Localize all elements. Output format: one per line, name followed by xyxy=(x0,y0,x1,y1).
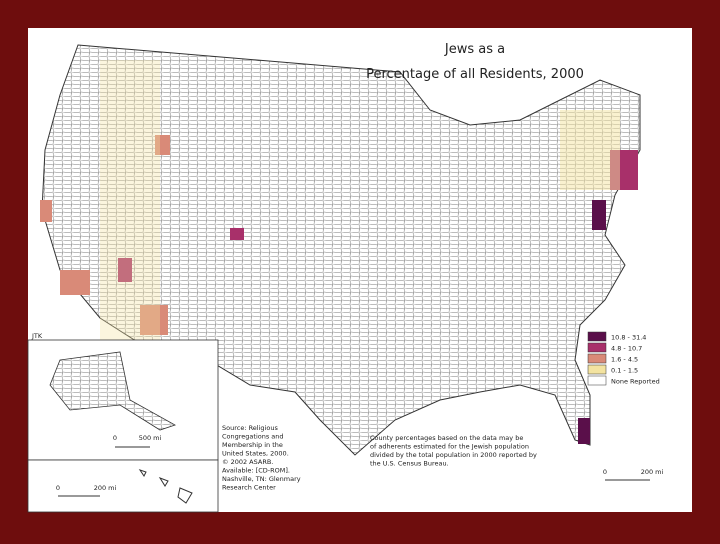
scale-start: 0 xyxy=(56,484,60,492)
note-line: divided by the total population in 2000 … xyxy=(370,451,537,459)
source-line: Nashville, TN: Glenmary xyxy=(222,475,301,483)
patch xyxy=(155,135,170,155)
scale-end: 200 mi xyxy=(641,468,664,476)
note: County percentages based on the data may… xyxy=(370,434,537,468)
patch xyxy=(100,60,160,360)
legend-label: 0.1 - 1.5 xyxy=(611,367,638,375)
county-patches xyxy=(40,60,638,444)
alaska xyxy=(49,351,176,431)
patch xyxy=(578,418,590,444)
scale-start: 0 xyxy=(113,434,117,442)
patch xyxy=(60,270,90,295)
legend-swatch xyxy=(587,375,607,386)
patch xyxy=(140,305,168,335)
source-line: Available: [CD-ROM]. xyxy=(222,467,290,475)
legend-label: 10.8 - 31.4 xyxy=(611,334,646,342)
alaska-scale: 0 500 mi xyxy=(113,434,162,448)
patch xyxy=(560,110,620,190)
source-line: © 2002 ASARB. xyxy=(222,458,273,466)
note-line: of adherents estimated for the Jewish po… xyxy=(370,443,529,451)
scale-end: 200 mi xyxy=(94,484,117,492)
scale-end: 500 mi xyxy=(139,434,162,442)
legend-swatch xyxy=(587,342,607,353)
legend-label: 1.6 - 4.5 xyxy=(611,356,638,364)
hawaii xyxy=(138,469,193,504)
legend-swatch xyxy=(587,364,607,375)
source-line: Source: Religious xyxy=(222,424,278,432)
source-line: United States, 2000. xyxy=(222,450,289,458)
patch xyxy=(40,200,52,222)
source-line: Research Center xyxy=(222,484,276,492)
main-scale: 0 200 mi xyxy=(603,468,664,481)
source-line: Congregations and xyxy=(222,433,284,441)
legend-label: None Reported xyxy=(611,378,660,386)
patch xyxy=(118,258,132,282)
scale-start: 0 xyxy=(603,468,607,476)
patch xyxy=(230,228,244,240)
source-line: Membership in the xyxy=(222,441,283,449)
legend-swatch xyxy=(587,353,607,364)
title-line2: Percentage of all Residents, 2000 xyxy=(366,67,584,82)
legend: 10.8 - 31.4 4.8 - 10.7 1.6 - 4.5 0.1 - 1.5 N… xyxy=(587,331,660,386)
legend-label: 4.8 - 10.7 xyxy=(611,345,642,353)
hawaii-scale: 0 200 mi xyxy=(56,484,117,497)
legend-swatch xyxy=(587,331,607,342)
note-line: the U.S. Census Bureau. xyxy=(370,460,449,468)
credit: JTK xyxy=(31,332,43,340)
patch xyxy=(592,200,606,230)
title-line1: Jews as a xyxy=(444,42,505,57)
note-line: County percentages based on the data may… xyxy=(370,434,523,442)
